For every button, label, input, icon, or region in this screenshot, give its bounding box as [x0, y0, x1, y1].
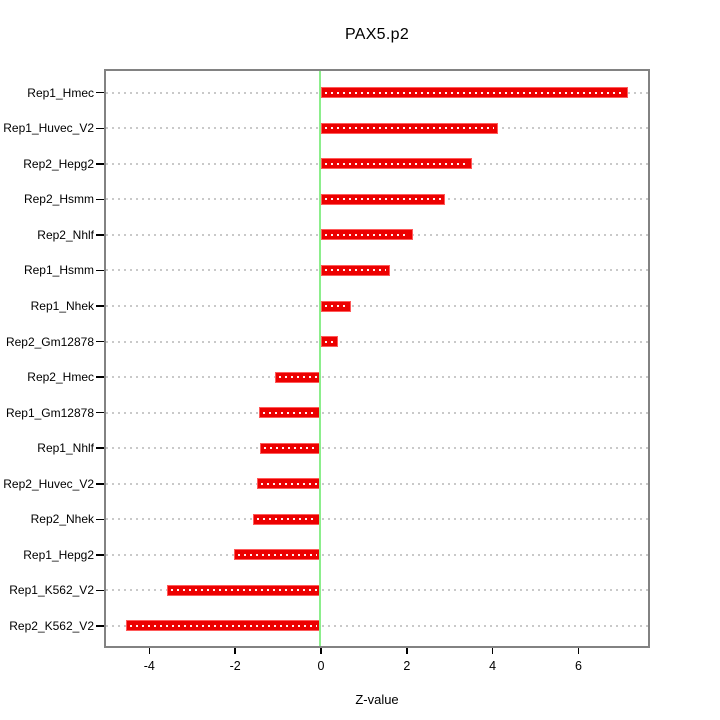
zero-reference-line: [318, 71, 322, 646]
y-axis-tick: [96, 411, 104, 414]
bar: [320, 193, 445, 205]
bar: [275, 371, 321, 383]
grid-line: [106, 624, 648, 627]
category-label: Rep1_Hepg2: [23, 547, 94, 562]
category-label: Rep2_Gm12878: [5, 334, 94, 349]
bar-inner-dots: [324, 162, 469, 165]
chart-title: PAX5.p2: [344, 26, 410, 43]
x-axis-tick: [234, 648, 236, 654]
bar-inner-dots: [130, 624, 317, 627]
bar-inner-dots: [324, 91, 625, 94]
bar: [259, 407, 321, 419]
y-axis-tick: [96, 269, 104, 272]
y-axis-tick: [96, 198, 104, 201]
y-axis-tick: [96, 127, 104, 129]
bar-inner-dots: [324, 233, 410, 236]
x-axis-tick-label: 6: [574, 659, 582, 673]
category-label: Rep1_Nhek: [30, 299, 94, 313]
bar: [233, 549, 321, 561]
y-axis-tick: [96, 91, 104, 94]
x-axis-tick: [577, 648, 580, 654]
y-axis-tick: [96, 554, 104, 556]
grid-line: [106, 482, 648, 485]
x-axis-tick: [406, 648, 408, 654]
category-label: Rep2_Hsmm: [23, 192, 94, 207]
category-label: Rep1_Huvec_V2: [3, 121, 94, 136]
x-axis-tick-label: 4: [489, 659, 497, 673]
y-axis-tick: [96, 589, 104, 592]
category-label: Rep1_K562_V2: [9, 583, 94, 598]
bar-inner-dots: [263, 447, 317, 450]
category-label: Rep1_Hmec: [27, 85, 94, 100]
y-axis-tick: [96, 376, 104, 378]
bar: [257, 478, 321, 490]
bar-inner-dots: [263, 411, 317, 414]
grid-line: [106, 411, 648, 414]
category-label: Rep2_Nhlf: [37, 227, 94, 242]
y-axis-tick: [96, 340, 104, 343]
y-axis-tick: [96, 305, 104, 307]
bar-inner-dots: [171, 589, 317, 592]
x-axis-tick-label: -4: [143, 659, 155, 673]
y-axis-tick: [96, 234, 104, 236]
category-label: Rep2_Huvec_V2: [3, 476, 94, 491]
bar-inner-dots: [324, 127, 495, 130]
bar: [252, 513, 321, 525]
grid-line: [106, 305, 648, 307]
grid-line: [106, 447, 648, 450]
bar-inner-dots: [324, 198, 441, 201]
bar-inner-dots: [237, 553, 317, 556]
bar: [167, 584, 321, 596]
bar: [320, 122, 499, 134]
bar-inner-dots: [324, 340, 335, 343]
grid-line: [106, 376, 648, 379]
category-label: Rep2_Hepg2: [23, 156, 94, 171]
y-axis-tick: [96, 163, 104, 165]
grid-line: [106, 553, 648, 556]
y-axis-tick: [96, 625, 104, 627]
x-axis-label: Z-value: [355, 692, 399, 707]
bar: [320, 229, 414, 241]
bar: [320, 300, 352, 312]
x-axis-tick-label: 2: [403, 659, 411, 673]
bar: [320, 336, 339, 348]
category-label: Rep1_Nhlf: [37, 441, 94, 456]
bar: [320, 264, 390, 276]
y-axis-tick: [96, 447, 104, 449]
x-axis-tick-label: -2: [229, 659, 241, 673]
category-label: Rep2_K562_V2: [9, 618, 94, 633]
x-axis-tick: [320, 648, 322, 654]
bar-inner-dots: [324, 269, 386, 272]
category-label: Rep1_Hsmm: [23, 263, 94, 278]
y-axis-tick: [96, 483, 104, 485]
grid-line: [106, 340, 648, 343]
bar: [320, 158, 473, 170]
bar-inner-dots: [261, 482, 317, 485]
bar: [320, 87, 629, 99]
y-axis-tick: [96, 518, 104, 521]
bar-inner-dots: [279, 376, 317, 379]
bar: [259, 442, 321, 454]
bar: [126, 620, 321, 632]
grid-line: [106, 589, 648, 592]
category-label: Rep2_Nhek: [30, 512, 94, 527]
bar-inner-dots: [324, 305, 348, 307]
category-label: Rep2_Hmec: [27, 370, 94, 385]
plot-area: [104, 69, 650, 648]
x-axis-tick: [148, 648, 151, 654]
category-label: Rep1_Gm12878: [5, 405, 94, 420]
x-axis-tick: [491, 648, 494, 654]
x-axis-tick-label: 0: [317, 659, 325, 673]
bar-inner-dots: [256, 518, 317, 521]
grid-line: [106, 518, 648, 521]
